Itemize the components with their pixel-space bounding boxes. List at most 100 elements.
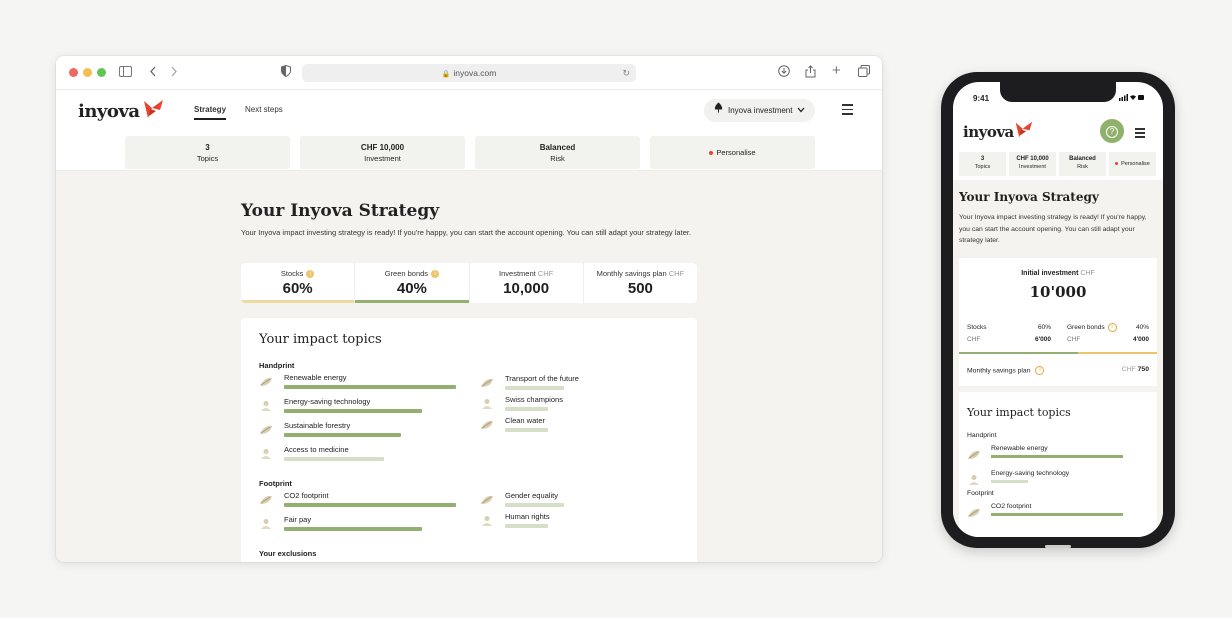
topic-item[interactable]: Energy-saving technology [967,470,1129,490]
notification-dot-icon [1115,162,1119,166]
footprint-label: Footprint [259,479,292,488]
phone-stocks-amount: 6'000 [1034,336,1051,343]
investment-selector-label: Inyova investment [728,106,793,115]
help-icon: ? [1106,125,1118,138]
stat-green-bonds: Green bonds i 40% [355,263,470,303]
topic-level-bar [284,503,456,507]
topic-icon [480,493,494,505]
topic-icon [967,473,981,485]
topic-item[interactable]: CO2 footprint [259,491,461,511]
minimize-window-button[interactable] [83,68,92,77]
topic-icon [259,447,273,459]
chip-topics-value: 3 [205,143,210,152]
topic-item[interactable]: Human rights [480,512,612,532]
page-description: Your Inyova impact investing strategy is… [241,228,692,237]
initial-investment-label: Initial investment CHF [959,270,1157,277]
back-icon[interactable] [149,65,157,81]
logo-mark-icon [1014,120,1033,144]
share-icon[interactable] [805,65,816,82]
phone-monthly-savings[interactable]: Monthly savings plan i CHF 750 [967,366,1149,375]
zoom-window-button[interactable] [97,68,106,77]
chip-risk-value: Balanced [539,143,576,152]
logo-text: inyova [78,101,140,122]
phone-handprint-label: Handprint [967,432,997,439]
chip-investment-label: Investment [364,154,401,163]
topic-item[interactable]: CO2 footprint [967,503,1129,523]
topic-item[interactable]: Renewable energy [967,445,1129,465]
topic-icon [259,493,273,505]
stat-bonds-label: Green bonds [384,269,429,278]
topic-name: Fair pay [284,515,312,524]
phone-chip-topics[interactable]: 3 Topics [959,152,1006,176]
topic-level-bar [505,503,564,507]
phone-bonds-pct: 40% [1135,324,1149,331]
reload-icon[interactable]: ↻ [622,68,630,78]
help-button[interactable]: ? [1100,119,1124,143]
investment-selector[interactable]: Inyova investment [704,99,816,122]
topic-item[interactable]: Clean water [480,416,612,436]
phone-chip-personalise-label: Personalise [1121,161,1150,167]
phone-stocks-pct: 60% [1037,324,1051,331]
chip-risk-label: Risk [550,154,565,163]
tab-next-steps[interactable]: Next steps [245,105,283,114]
phone-chip-investment-value: CHF 10,000 [1016,156,1049,162]
phone-chip-risk[interactable]: Balanced Risk [1059,152,1106,176]
phone-page-description: Your Inyova impact investing strategy is… [959,214,1147,244]
close-window-button[interactable] [69,68,78,77]
topic-item[interactable]: Swiss champions [480,395,612,415]
chevron-down-icon [797,99,805,122]
topic-name: Renewable energy [991,445,1048,452]
main-content: Your Inyova Strategy Your Inyova impact … [56,170,882,562]
topic-item[interactable]: Fair pay [259,515,461,535]
stat-investment[interactable]: Investment CHF 10,000 [470,263,584,303]
menu-icon[interactable] [1135,128,1145,140]
download-icon[interactable] [778,65,790,81]
chip-risk[interactable]: Balanced Risk [475,136,640,169]
phone-stocks-split: Stocks 60% CHF 6'000 [967,322,1051,346]
notification-dot-icon [709,151,714,156]
info-icon[interactable]: i [1035,366,1045,375]
tree-icon [714,99,723,122]
chip-personalise[interactable]: Personalise [650,136,815,169]
tabs-icon[interactable] [858,65,870,81]
topic-icon [480,397,494,409]
topic-icon [259,423,273,435]
topic-item[interactable]: Transport of the future [480,374,612,394]
chip-topics[interactable]: 3 Topics [125,136,290,169]
initial-investment-value[interactable]: 10'000 [1029,283,1087,301]
home-indicator [1045,545,1071,548]
topic-icon [259,399,273,411]
shield-icon[interactable] [281,64,291,81]
topic-name: Energy-saving technology [991,470,1070,477]
topic-item[interactable]: Access to medicine [259,445,461,465]
info-icon[interactable]: i [431,270,440,279]
chip-investment[interactable]: CHF 10,000 Investment [300,136,465,169]
topic-item[interactable]: Renewable energy [259,373,461,393]
stat-savings-plan[interactable]: Monthly savings plan CHF 500 [584,263,697,303]
topic-item[interactable]: Sustainable forestry [259,421,461,441]
topic-level-bar [991,513,1123,516]
forward-icon[interactable] [170,65,178,81]
phone-chip-personalise[interactable]: Personalise [1109,152,1156,176]
phone-msp-unit: CHF [1121,366,1136,373]
strategy-summary-chips: 3 Topics CHF 10,000 Investment Balanced … [125,136,815,169]
plus-icon[interactable]: + [832,62,841,79]
info-icon[interactable]: i [1107,322,1117,332]
topic-item[interactable]: Gender equality [480,491,612,511]
tab-strategy[interactable]: Strategy [194,105,227,120]
inyova-logo[interactable]: inyova [78,98,164,125]
info-icon[interactable]: i [306,270,315,279]
phone-chip-investment[interactable]: CHF 10,000 Investment [1009,152,1056,176]
chip-personalise-label: Personalise [716,148,756,157]
sidebar-icon[interactable] [119,65,132,81]
address-bar[interactable]: 🔒 inyova.com ↻ [302,64,636,82]
topic-level-bar [991,480,1028,483]
stat-bonds-value: 40% [396,280,427,298]
topic-name: Energy-saving technology [284,397,371,406]
topic-item[interactable]: Energy-saving technology [259,397,461,417]
phone-inyova-logo[interactable]: inyova [963,120,1033,144]
bonds-bar [355,300,469,303]
menu-icon[interactable] [842,104,853,118]
topic-name: Human rights [505,512,550,521]
impact-title: Your impact topics [259,332,382,347]
